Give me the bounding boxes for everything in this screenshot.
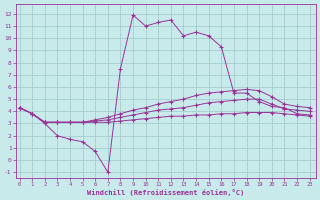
X-axis label: Windchill (Refroidissement éolien,°C): Windchill (Refroidissement éolien,°C)	[87, 189, 244, 196]
